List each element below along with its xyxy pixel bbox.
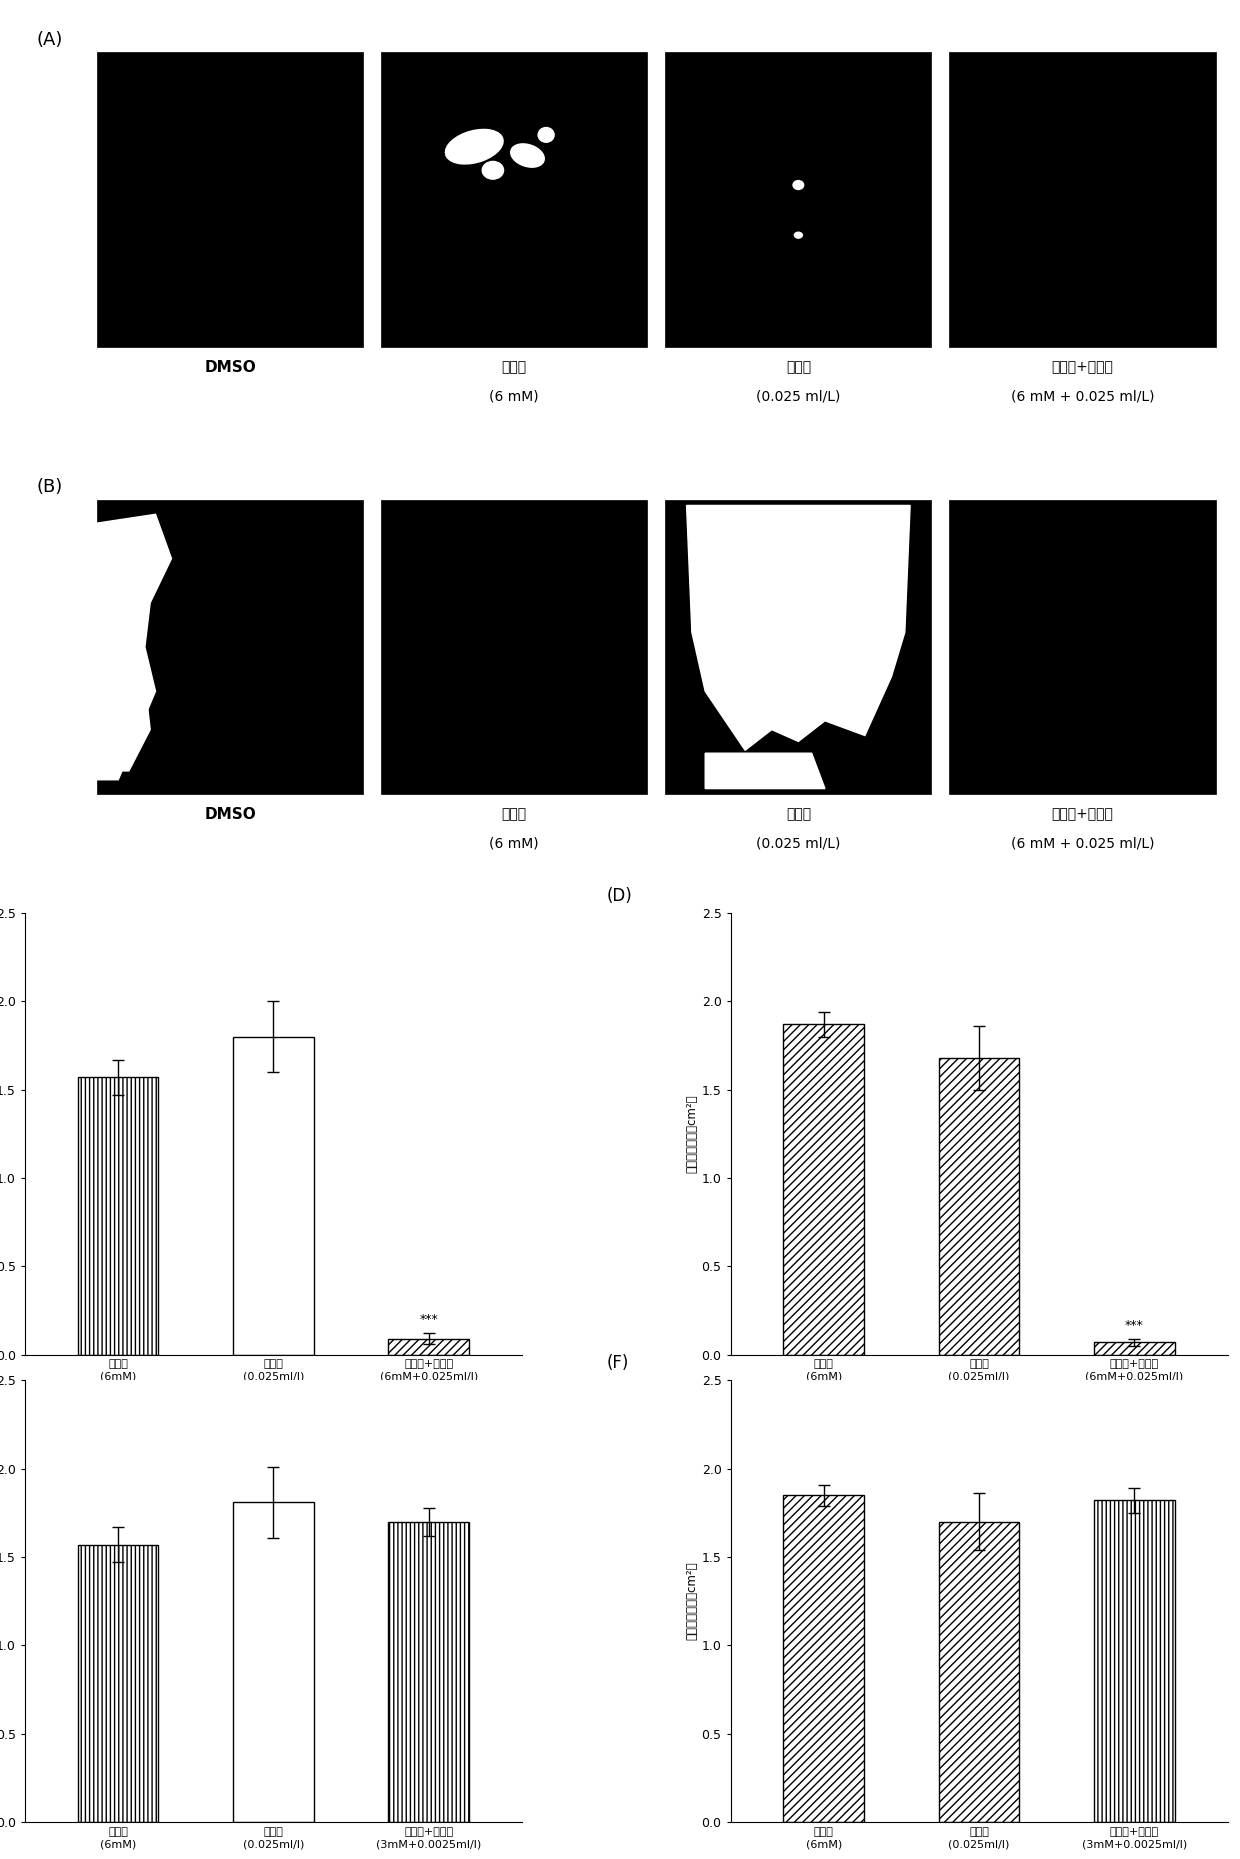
Bar [950, 500, 1215, 794]
Text: 銀法利: 銀法利 [786, 807, 811, 822]
Text: 褂黑素+銀法利: 褂黑素+銀法利 [1052, 361, 1114, 374]
Bar [784, 1024, 864, 1355]
Polygon shape [97, 587, 129, 647]
Bar [939, 1523, 1019, 1822]
Text: (6 mM + 0.025 ml/L): (6 mM + 0.025 ml/L) [1011, 837, 1154, 851]
Text: (6 mM + 0.025 ml/L): (6 mM + 0.025 ml/L) [1011, 389, 1154, 403]
Text: (D): (D) [606, 887, 632, 905]
Text: (6 mM): (6 mM) [490, 837, 539, 851]
Text: DMSO: DMSO [205, 361, 255, 376]
Text: 褂黑素: 褂黑素 [502, 361, 527, 374]
Y-axis label: 薯块染病面积（cm²）: 薯块染病面积（cm²） [686, 1562, 699, 1640]
Polygon shape [706, 753, 825, 788]
Bar [388, 1338, 469, 1355]
Text: (B): (B) [37, 478, 63, 496]
Polygon shape [97, 515, 171, 779]
Text: (6 mM): (6 mM) [490, 389, 539, 403]
Text: 褂黑素+銀法利: 褂黑素+銀法利 [1052, 807, 1114, 822]
Bar [233, 1037, 314, 1355]
Bar [950, 52, 1215, 348]
Text: ***: *** [1125, 1318, 1143, 1331]
Text: 銀法利: 銀法利 [786, 361, 811, 374]
Bar [939, 1058, 1019, 1355]
Polygon shape [97, 682, 150, 771]
Ellipse shape [794, 180, 804, 190]
Text: (0.025 ml/L): (0.025 ml/L) [756, 389, 841, 403]
Bar [666, 52, 931, 348]
Bar [784, 1495, 864, 1822]
Bar [1094, 1342, 1174, 1355]
Bar [666, 500, 931, 794]
Ellipse shape [511, 143, 544, 167]
Text: DMSO: DMSO [205, 807, 255, 822]
Bar [381, 500, 647, 794]
Bar [1094, 1500, 1174, 1822]
Text: (F): (F) [606, 1353, 629, 1372]
Ellipse shape [482, 162, 503, 178]
Bar [78, 1545, 159, 1822]
Bar [97, 500, 363, 794]
Ellipse shape [795, 232, 802, 238]
Text: (A): (A) [37, 32, 63, 48]
Bar [97, 52, 363, 348]
Bar [381, 52, 647, 348]
Text: ***: *** [419, 1312, 438, 1325]
Ellipse shape [445, 130, 503, 164]
Y-axis label: 薯块染病面积（cm²）: 薯块染病面积（cm²） [686, 1095, 699, 1173]
Text: 褂黑素: 褂黑素 [502, 807, 527, 822]
Text: (0.025 ml/L): (0.025 ml/L) [756, 837, 841, 851]
Bar [388, 1523, 469, 1822]
Polygon shape [687, 506, 910, 751]
Bar [78, 1078, 159, 1355]
Ellipse shape [538, 128, 554, 143]
Bar [233, 1502, 314, 1822]
